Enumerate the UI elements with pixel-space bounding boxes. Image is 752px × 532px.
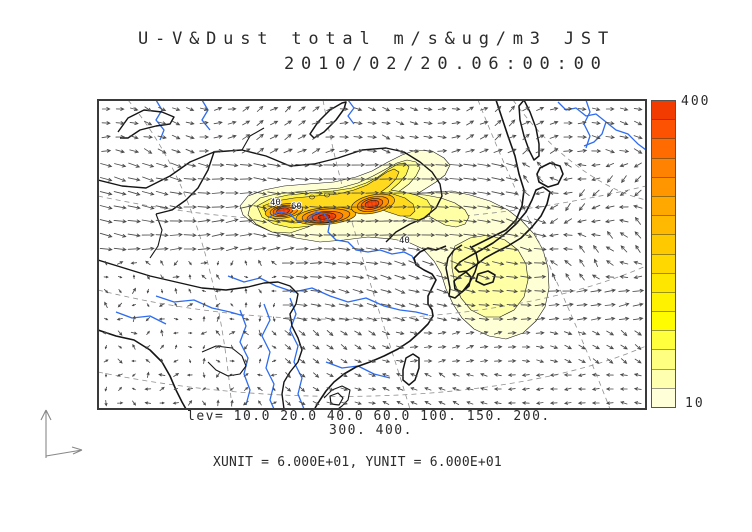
colorbar-max-label: 400	[681, 94, 711, 109]
colorbar-min-label: 10	[685, 396, 705, 411]
contour-label: 60	[291, 202, 302, 212]
colorbar-segment	[652, 234, 675, 254]
colorbar-segment	[652, 330, 675, 350]
colorbar-segment	[652, 311, 675, 331]
colorbar-segment	[652, 138, 675, 158]
coastlines	[98, 100, 564, 409]
colorbar-segment	[652, 272, 675, 292]
chart-timestamp: 2010/02/20.06:00:00	[284, 54, 608, 74]
colorbar-segment	[652, 195, 675, 216]
colorbar	[651, 100, 676, 408]
contour-levels-label: lev= 10.0 20.0 40.0 60.0 100. 150. 200.	[187, 409, 551, 424]
colorbar-segment	[652, 349, 675, 369]
colorbar-segment	[652, 157, 675, 177]
contour-label: 40	[399, 236, 410, 246]
chart-title: U-V&Dust total m/s&ug/m3 JST	[138, 29, 615, 49]
contour-labels: 40 60 40	[269, 197, 411, 247]
map-border	[98, 100, 646, 409]
colorbar-segment	[652, 176, 675, 196]
colorbar-segment	[652, 387, 675, 407]
contour-label: 40	[270, 198, 281, 208]
colorbar-segment	[652, 291, 675, 312]
colorbar-segment	[652, 119, 675, 139]
colorbar-segment	[652, 215, 675, 235]
colorbar-segment	[652, 253, 675, 273]
wind-vectors	[99, 105, 645, 407]
colorbar-segment	[652, 101, 675, 120]
contour-levels-label-2: 300. 400.	[329, 423, 413, 438]
map-plot: 40 60 40	[97, 99, 647, 410]
rivers	[115, 100, 646, 409]
reference-vector-arrows	[40, 409, 83, 458]
vector-units-label: XUNIT = 6.000E+01, YUNIT = 6.000E+01	[213, 455, 502, 470]
colorbar-segment	[652, 368, 675, 388]
map-graphics: 40 60 40	[98, 100, 646, 409]
